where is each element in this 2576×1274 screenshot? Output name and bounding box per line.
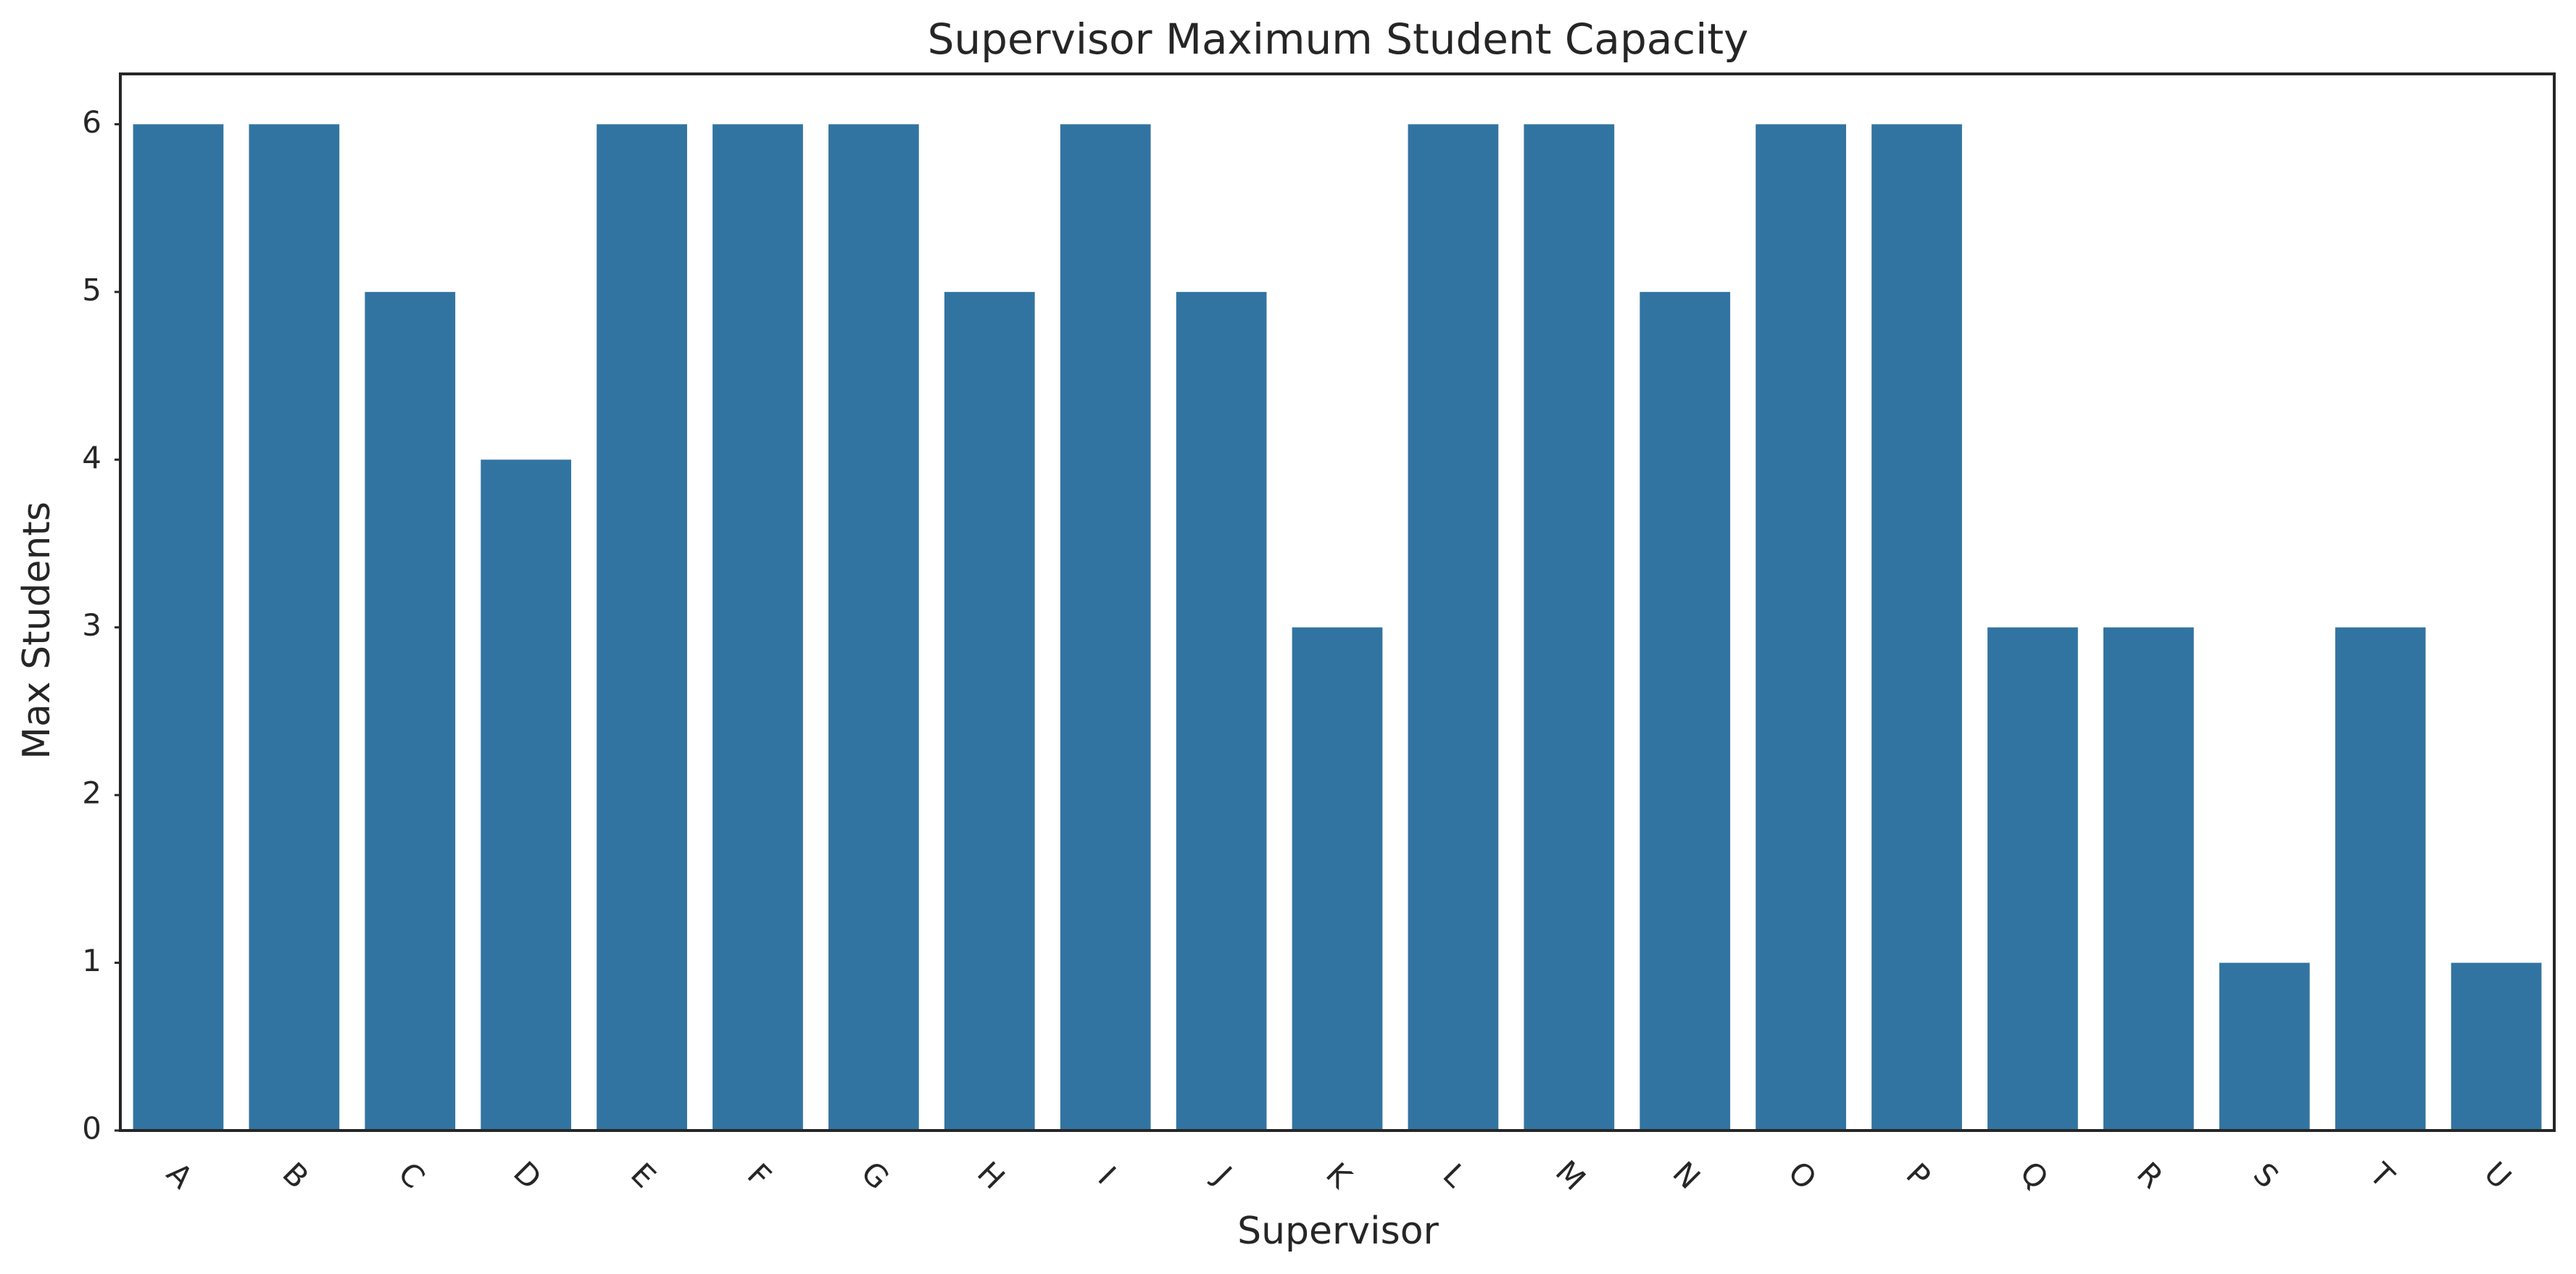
x-tick-label-E: E bbox=[624, 1156, 662, 1194]
bar-C bbox=[365, 291, 456, 1131]
bar-Q bbox=[1987, 627, 2078, 1131]
x-tick-label-D: D bbox=[507, 1154, 549, 1196]
bar-G bbox=[828, 124, 919, 1131]
bar-H bbox=[944, 291, 1035, 1131]
x-tick-label-B: B bbox=[275, 1155, 315, 1195]
x-axis-ticks: A B C D E F G H I J K L M N O P Q R S T U bbox=[160, 1154, 2519, 1197]
x-axis-label: Supervisor bbox=[1237, 1210, 1439, 1253]
x-tick-label-F: F bbox=[741, 1157, 778, 1194]
y-axis-ticks: 0 1 2 3 4 5 6 bbox=[82, 104, 120, 1146]
bar-N bbox=[1640, 291, 1731, 1131]
bar-F bbox=[712, 124, 803, 1131]
bar-B bbox=[249, 124, 340, 1131]
x-tick-label-K: K bbox=[1319, 1156, 1359, 1196]
y-tick-label-5: 5 bbox=[82, 272, 101, 307]
bar-M bbox=[1524, 124, 1615, 1131]
x-tick-label-A: A bbox=[160, 1155, 200, 1195]
y-tick-label-1: 1 bbox=[82, 943, 101, 978]
y-tick-label-3: 3 bbox=[82, 607, 101, 643]
x-tick-label-J: J bbox=[1205, 1158, 1239, 1191]
x-tick-label-P: P bbox=[1899, 1157, 1937, 1195]
bar-R bbox=[2103, 627, 2194, 1131]
x-tick-label-G: G bbox=[855, 1154, 897, 1196]
x-tick-label-H: H bbox=[971, 1154, 1012, 1196]
x-tick-label-N: N bbox=[1666, 1154, 1707, 1196]
y-tick-label-4: 4 bbox=[82, 440, 101, 475]
x-tick-label-I: I bbox=[1092, 1159, 1123, 1191]
x-tick-label-O: O bbox=[1782, 1154, 1824, 1196]
bar-I bbox=[1060, 124, 1151, 1131]
chart-title: Supervisor Maximum Student Capacity bbox=[928, 14, 1749, 64]
x-tick-label-T: T bbox=[2362, 1156, 2401, 1195]
x-tick-label-C: C bbox=[391, 1155, 431, 1195]
bar-A bbox=[133, 124, 224, 1131]
x-tick-label-U: U bbox=[2477, 1155, 2518, 1196]
bar-P bbox=[1871, 124, 1962, 1131]
y-tick-label-2: 2 bbox=[82, 775, 101, 811]
x-tick-label-M: M bbox=[1549, 1154, 1592, 1197]
x-tick-label-S: S bbox=[2247, 1156, 2286, 1195]
x-tick-label-R: R bbox=[2130, 1155, 2170, 1195]
bars-group bbox=[133, 124, 2542, 1131]
bar-T bbox=[2335, 627, 2426, 1131]
bar-U bbox=[2451, 962, 2542, 1131]
plot-frame bbox=[119, 72, 2556, 1132]
bar-S bbox=[2219, 962, 2310, 1131]
x-tick-label-L: L bbox=[1436, 1157, 1474, 1194]
bar-K bbox=[1292, 627, 1383, 1131]
bar-E bbox=[597, 124, 687, 1131]
y-tick-label-0: 0 bbox=[82, 1111, 101, 1146]
bar-J bbox=[1176, 291, 1267, 1131]
y-axis-label: Max Students bbox=[15, 501, 59, 759]
bar-D bbox=[481, 459, 572, 1131]
x-tick-label-Q: Q bbox=[2014, 1154, 2056, 1196]
bar-L bbox=[1408, 124, 1499, 1131]
bar-O bbox=[1756, 124, 1846, 1131]
y-tick-label-6: 6 bbox=[82, 104, 101, 140]
